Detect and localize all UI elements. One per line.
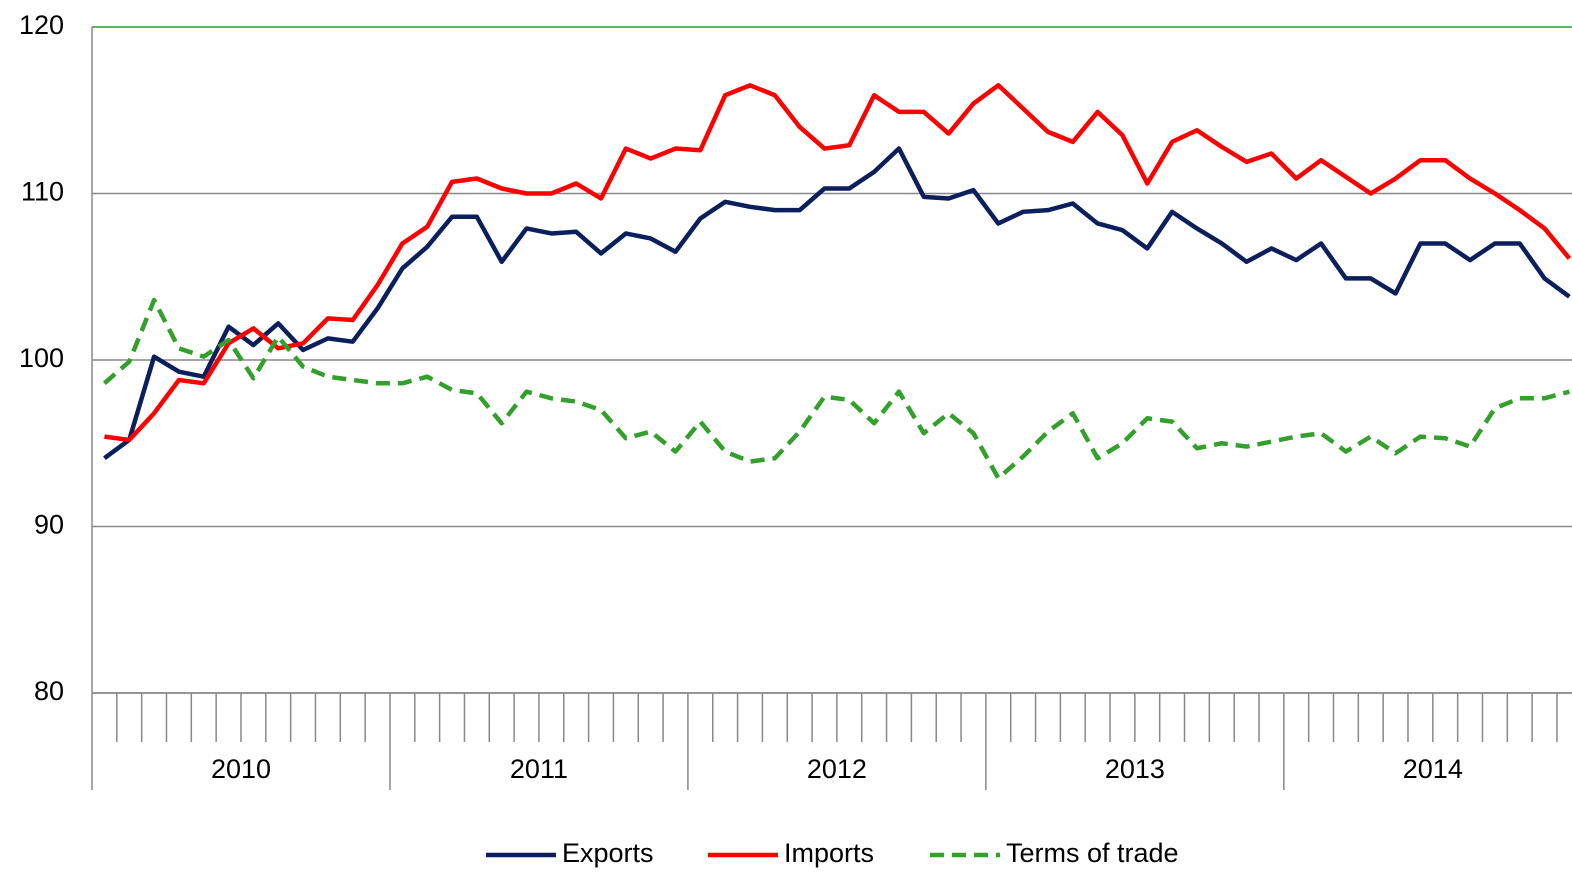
- y-tick-label: 90: [34, 510, 64, 540]
- legend-label: Imports: [784, 838, 874, 868]
- series-line: [103, 146, 1571, 461]
- year-label: 2012: [807, 754, 867, 784]
- series-line: [104, 83, 1572, 443]
- y-tick-label: 80: [34, 676, 64, 706]
- y-tick-label: 120: [19, 10, 64, 40]
- y-tick-label: 100: [19, 343, 64, 373]
- y-tick-label: 110: [21, 177, 64, 207]
- year-label: 2010: [211, 754, 271, 784]
- year-label: 2014: [1403, 754, 1463, 784]
- year-label: 2013: [1105, 754, 1165, 784]
- series-line: [102, 297, 1570, 481]
- legend-label: Exports: [562, 838, 654, 868]
- year-label: 2011: [510, 754, 568, 784]
- legend-label: Terms of trade: [1006, 838, 1179, 868]
